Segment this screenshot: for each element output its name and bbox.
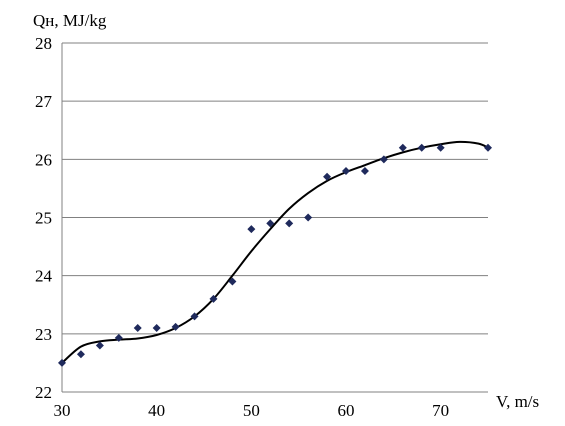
data-point-13 bbox=[304, 213, 313, 222]
y-tick-label: 25 bbox=[35, 209, 52, 228]
x-tick-label: 30 bbox=[54, 401, 71, 420]
data-point-3 bbox=[114, 333, 123, 342]
data-point-6 bbox=[171, 322, 180, 331]
data-point-4 bbox=[133, 324, 142, 333]
y-tick-label: 26 bbox=[35, 150, 52, 169]
data-point-5 bbox=[152, 324, 161, 333]
y-tick-label: 24 bbox=[35, 267, 53, 286]
data-point-16 bbox=[360, 166, 369, 175]
data-point-0 bbox=[58, 358, 66, 367]
data-point-12 bbox=[285, 219, 294, 228]
data-point-14 bbox=[323, 172, 332, 181]
x-tick-label: 70 bbox=[432, 401, 449, 420]
trend-line bbox=[61, 140, 489, 364]
data-point-17 bbox=[379, 155, 388, 164]
y-tick-label: 28 bbox=[35, 34, 52, 53]
grid-lines bbox=[62, 42, 488, 393]
data-point-19 bbox=[417, 143, 426, 152]
y-axis-title: Qн, MJ/kg bbox=[33, 11, 107, 30]
data-point-21 bbox=[484, 143, 492, 152]
y-tick-label: 27 bbox=[35, 92, 53, 111]
data-point-1 bbox=[76, 350, 85, 359]
data-point-8 bbox=[209, 294, 218, 303]
x-axis-title: V, m/s bbox=[496, 392, 539, 411]
x-tick-label: 60 bbox=[338, 401, 355, 420]
data-point-7 bbox=[190, 312, 199, 321]
data-point-10 bbox=[247, 225, 256, 234]
data-point-20 bbox=[436, 143, 445, 152]
data-point-18 bbox=[398, 143, 407, 152]
data-point-2 bbox=[95, 341, 104, 350]
data-point-9 bbox=[228, 277, 237, 286]
x-tick-label: 40 bbox=[148, 401, 165, 420]
x-tick-labels: 30 40 50 60 70 bbox=[54, 401, 450, 420]
data-points bbox=[58, 143, 492, 367]
y-tick-labels: 22 23 24 25 26 27 28 bbox=[35, 34, 53, 402]
data-point-15 bbox=[342, 166, 350, 175]
data-point-11 bbox=[266, 219, 275, 228]
x-tick-label: 50 bbox=[243, 401, 260, 420]
y-tick-label: 22 bbox=[35, 383, 52, 402]
y-tick-label: 23 bbox=[35, 325, 52, 344]
